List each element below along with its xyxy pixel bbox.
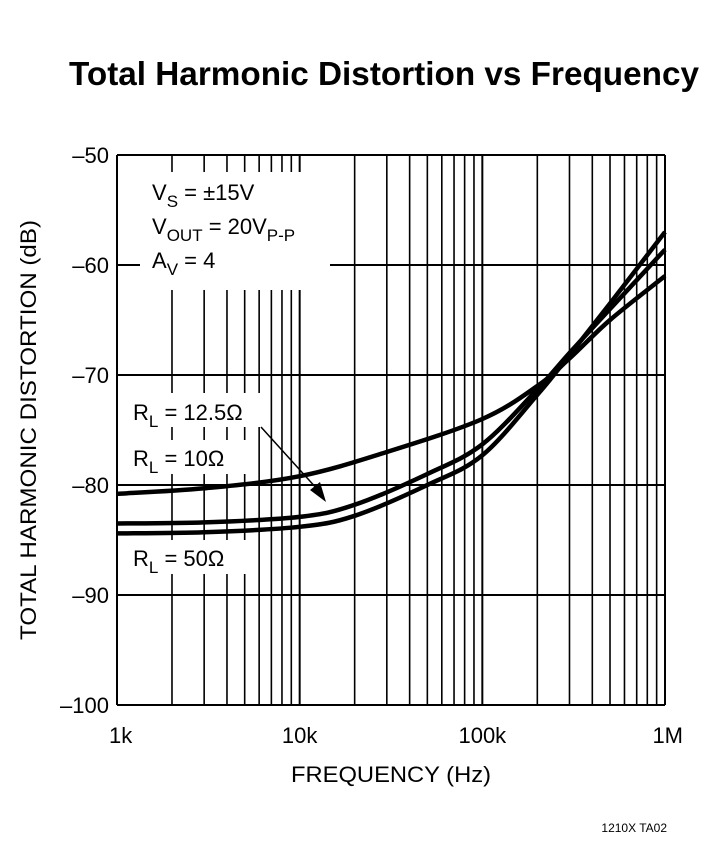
series-label-12-5-ohm-main: R [133,400,149,425]
footnote: 1210X TA02 [601,821,667,835]
chart-title: Total Harmonic Distortion vs Frequency [69,55,700,92]
condition-text-sub: S [167,192,178,211]
series-line-2 [116,248,667,526]
series-label-50-ohm-sub: L [149,558,158,577]
series-label-10-ohm-main: R [133,446,149,471]
series-line-1 [116,274,667,497]
condition-text-sub: V [167,260,179,279]
condition-text-main: A [152,248,167,273]
label-bg [128,440,246,474]
series-label-50-ohm-rest: = 50Ω [158,546,224,571]
y-tick-label: –80 [72,473,109,498]
conditions-box [140,172,330,290]
series-label-12-5-ohm-sub: L [149,412,158,431]
condition-text-rest: = 4 [178,248,215,273]
label-bg [128,540,246,574]
condition-text-sub2: P-P [267,226,295,245]
y-tick-label: –70 [72,363,109,388]
condition-text-rest: = ±15V [178,180,255,205]
x-tick-label: 1M [652,723,683,748]
x-tick-label: 10k [282,723,318,748]
y-tick-label: –90 [72,583,109,608]
condition-text: VOUT = 20VP-P [152,214,295,245]
condition-text-sub: OUT [167,226,203,245]
arrow-line [260,426,319,491]
series-label-10-ohm: RL = 10Ω [133,446,224,477]
condition-text: VS = ±15V [152,180,255,211]
series-label-10-ohm-rest: = 10Ω [158,446,224,471]
x-tick-label: 1k [109,723,133,748]
condition-text-rest: = 20V [203,214,268,239]
series-label-50-ohm-main: R [133,546,149,571]
label-bg [128,393,270,427]
y-tick-label: –100 [60,693,109,718]
condition-text-main: V [152,214,167,239]
x-tick-label: 100k [458,723,507,748]
condition-text: AV = 4 [152,248,215,279]
series-label-50-ohm: RL = 50Ω [133,546,224,577]
y-tick-label: –60 [72,253,109,278]
y-axis-label: TOTAL HARMONIC DISTORTION (dB) [16,220,41,640]
y-tick-label: –50 [72,143,109,168]
condition-text-main: V [152,180,167,205]
tick-labels: 1k 10k 100k 1M –50 –60 –70 –80 –90 –100 [60,143,683,748]
series-label-12-5-ohm-rest: = 12.5Ω [158,400,242,425]
x-axis-label: FREQUENCY (Hz) [291,762,491,787]
curves [116,230,667,536]
series-label-10-ohm-sub: L [149,458,158,477]
arrow-head-icon [310,482,326,502]
series-label-12-5-ohm: RL = 12.5Ω [133,400,243,431]
series-line-3 [116,230,667,536]
